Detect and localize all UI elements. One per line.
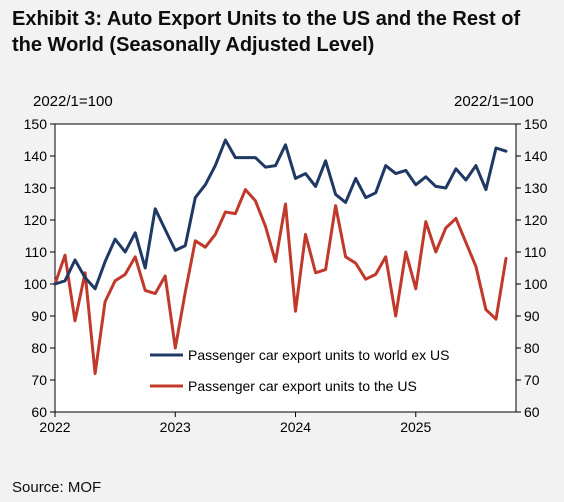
right-y-tick-label: 100	[524, 276, 548, 292]
x-tick-label: 2023	[160, 419, 191, 435]
series-line	[53, 138, 508, 291]
left-y-tick-label: 60	[31, 404, 47, 420]
right-y-tick-label: 60	[524, 404, 540, 420]
x-axis: 2022 2023 2024 2025	[39, 412, 432, 435]
right-y-tick-label: 80	[524, 340, 540, 356]
left-y-tick-label: 150	[24, 116, 48, 132]
right-y-tick-label: 150	[524, 116, 548, 132]
right-y-tick-label: 140	[524, 148, 548, 164]
left-y-tick-label: 110	[25, 244, 48, 260]
series-lines	[53, 138, 508, 376]
x-tick-label: 2024	[280, 419, 311, 435]
left-y-tick-label: 70	[31, 372, 47, 388]
left-y-axis: 60 70 80 90 100 110 120 130 140 150	[24, 116, 55, 420]
left-y-tick-label: 100	[24, 276, 48, 292]
right-y-tick-label: 130	[524, 180, 548, 196]
series-line	[53, 188, 508, 376]
plot-area	[54, 123, 517, 413]
right-y-tick-label: 120	[524, 212, 548, 228]
source-note: Source: MOF	[12, 479, 102, 496]
left-y-tick-label: 80	[31, 340, 47, 356]
left-y-tick-label: 90	[31, 308, 47, 324]
left-y-tick-label: 130	[24, 180, 48, 196]
legend-label: Passenger car export units to world ex U…	[188, 347, 449, 363]
x-tick-label: 2022	[39, 419, 70, 435]
right-axis-unit-label: 2022/1=100	[454, 93, 534, 110]
left-y-tick-label: 120	[24, 212, 48, 228]
right-y-tick-label: 110	[524, 244, 547, 260]
x-tick-label: 2025	[400, 419, 431, 435]
legend: Passenger car export units to world ex U…	[150, 347, 449, 394]
legend-label: Passenger car export units to the US	[188, 378, 417, 394]
left-y-tick-label: 140	[24, 148, 48, 164]
right-y-tick-label: 70	[524, 372, 540, 388]
right-y-tick-label: 90	[524, 308, 540, 324]
left-axis-unit-label: 2022/1=100	[33, 93, 113, 110]
right-y-axis: 60 70 80 90 100 110 120 130 140 150	[516, 116, 548, 420]
chart-title: Exhibit 3: Auto Export Units to the US a…	[12, 8, 521, 56]
